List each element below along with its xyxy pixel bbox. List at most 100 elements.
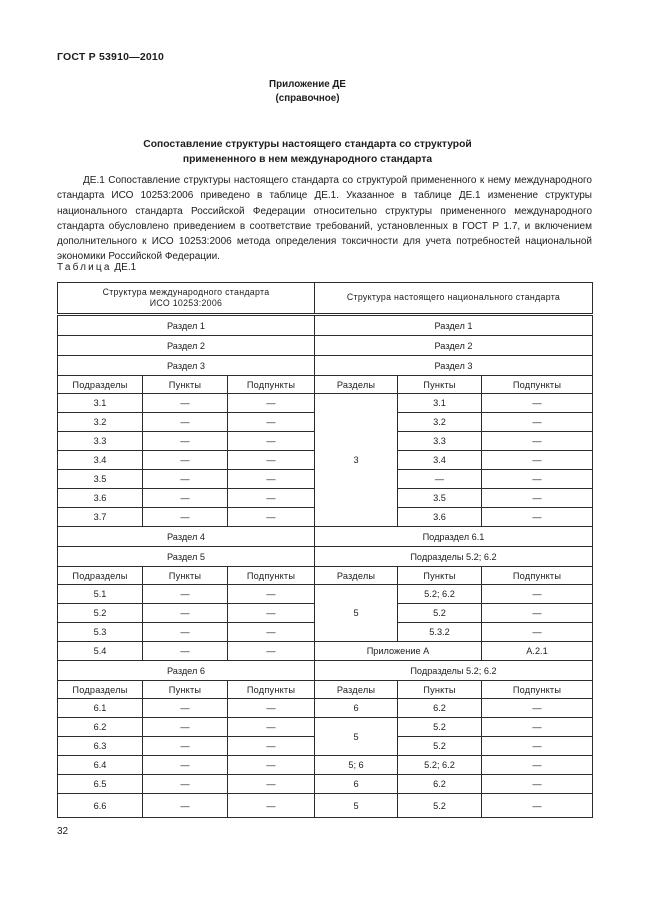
table-cell: 3.3: [57, 431, 143, 451]
table-row: 3.5 — — — —: [57, 469, 593, 489]
table-cell: —: [227, 584, 315, 604]
section-row-right: Раздел 3: [314, 355, 593, 376]
intro-paragraph: ДЕ.1 Сопоставление структуры настоящего …: [57, 175, 592, 263]
table-cell: 3.4: [397, 450, 482, 470]
table-cell: 5.4: [57, 641, 143, 661]
section-row-left: Раздел 4: [57, 526, 315, 547]
appendix-heading: Приложение ДЕ (справочное): [57, 78, 592, 106]
table-header-left-line1: Структура международного стандарта: [102, 286, 270, 297]
column-header: Подразделы: [57, 680, 143, 699]
table-cell: 6.2: [57, 717, 143, 737]
column-header-row: Подразделы Пункты Подпункты Разделы Пунк…: [57, 680, 593, 699]
table-cell: —: [481, 584, 593, 604]
table-row: 3.2 — — 3.2 —: [57, 412, 593, 432]
table-cell: 3.2: [397, 412, 482, 432]
table-row: 5.1 — — 5 5.2; 6.2 —: [57, 584, 593, 642]
table-cell: 5.2: [397, 603, 482, 623]
table-cell: —: [227, 774, 315, 794]
section-row-right: Раздел 2: [314, 335, 593, 356]
table-caption-number: ДЕ.1: [114, 262, 137, 273]
table-cell: —: [142, 698, 228, 718]
table-cell: 6.4: [57, 755, 143, 775]
table-cell: 5.3: [57, 622, 143, 642]
section-row: Раздел 5 Подразделы 5.2; 6.2: [57, 546, 593, 567]
table-row: 6.5 — — 6 6.2 —: [57, 774, 593, 794]
column-header: Разделы: [314, 375, 398, 394]
table-cell: А.2.1: [481, 641, 593, 661]
page-number: 32: [57, 826, 69, 837]
table-cell: —: [227, 603, 315, 623]
table-cell: 3.3: [397, 431, 482, 451]
appendix-type: (справочное): [275, 93, 340, 104]
table-caption-word: Таблица: [57, 262, 112, 273]
column-header: Подразделы: [57, 375, 143, 394]
table-cell: 5.2: [397, 717, 482, 737]
table-cell: —: [142, 755, 228, 775]
table-cell: —: [227, 412, 315, 432]
table-cell: 6.2: [397, 774, 482, 794]
table-cell: —: [227, 736, 315, 756]
table-cell: 5.2: [57, 603, 143, 623]
table-cell: —: [481, 736, 593, 756]
section-row-right: Подразделы 5.2; 6.2: [314, 660, 593, 681]
table-row: 6.6 — — 5 5.2 —: [57, 793, 593, 818]
column-header-row: Подразделы Пункты Подпункты Разделы Пунк…: [57, 566, 593, 585]
section-row: Раздел 2 Раздел 2: [57, 335, 593, 356]
table-caption: Таблица ДЕ.1: [57, 262, 136, 273]
table-cell: 3.6: [57, 488, 143, 508]
column-header: Подпункты: [227, 680, 315, 699]
section-row-left: Раздел 1: [57, 314, 315, 336]
table-header-left: Структура международного стандарта ИСО 1…: [57, 282, 315, 316]
table-cell: —: [142, 774, 228, 794]
column-header: Разделы: [314, 680, 398, 699]
table-cell: 3.5: [397, 488, 482, 508]
table-row: 5.4 — — Приложение А А.2.1: [57, 641, 593, 661]
table-cell: —: [481, 755, 593, 775]
merged-section-cell: 5: [314, 717, 398, 756]
section-row: Раздел 4 Подраздел 6.1: [57, 526, 593, 547]
table-cell: —: [481, 431, 593, 451]
table-cell: 3.1: [57, 393, 143, 413]
section-row-left: Раздел 6: [57, 660, 315, 681]
merged-section-cell: 3: [314, 393, 398, 527]
table-cell: —: [481, 698, 593, 718]
table-cell: —: [227, 622, 315, 642]
table-cell: —: [142, 603, 228, 623]
page-title: Сопоставление структуры настоящего станд…: [57, 137, 592, 167]
table-cell: —: [227, 431, 315, 451]
table-cell: —: [227, 793, 315, 818]
table-cell: —: [481, 774, 593, 794]
column-header: Пункты: [142, 375, 228, 394]
table-cell: —: [142, 488, 228, 508]
table-cell: —: [142, 507, 228, 527]
table-cell: 6.3: [57, 736, 143, 756]
column-header: Подпункты: [227, 566, 315, 585]
table-cell: 6.6: [57, 793, 143, 818]
table-cell: —: [142, 431, 228, 451]
table-cell: 6.2: [397, 698, 482, 718]
table-header-row: Структура международного стандарта ИСО 1…: [57, 282, 593, 316]
section-row-left: Раздел 3: [57, 355, 315, 376]
table-cell: —: [227, 393, 315, 413]
section-row: Раздел 3 Раздел 3: [57, 355, 593, 376]
section-row-right: Подраздел 6.1: [314, 526, 593, 547]
table-cell: —: [142, 584, 228, 604]
column-header: Подпункты: [227, 375, 315, 394]
table-cell: —: [481, 412, 593, 432]
table-cell: —: [227, 641, 315, 661]
column-header: Пункты: [397, 680, 482, 699]
table-cell: —: [481, 793, 593, 818]
column-header: Разделы: [314, 566, 398, 585]
table-row: 5.3 — — 5.3.2 —: [57, 622, 593, 642]
appendix-label: Приложение ДЕ: [269, 79, 346, 90]
table-cell: 6: [314, 774, 398, 794]
page-title-text: Сопоставление структуры настоящего станд…: [143, 139, 472, 165]
table-cell: 3.5: [57, 469, 143, 489]
table-cell: —: [142, 717, 228, 737]
column-header: Подпункты: [481, 375, 593, 394]
table-row: 6.2 — — 5 5.2 —: [57, 717, 593, 756]
column-header: Пункты: [397, 375, 482, 394]
table-cell: —: [227, 698, 315, 718]
doc-number: ГОСТ Р 53910—2010: [57, 51, 165, 63]
